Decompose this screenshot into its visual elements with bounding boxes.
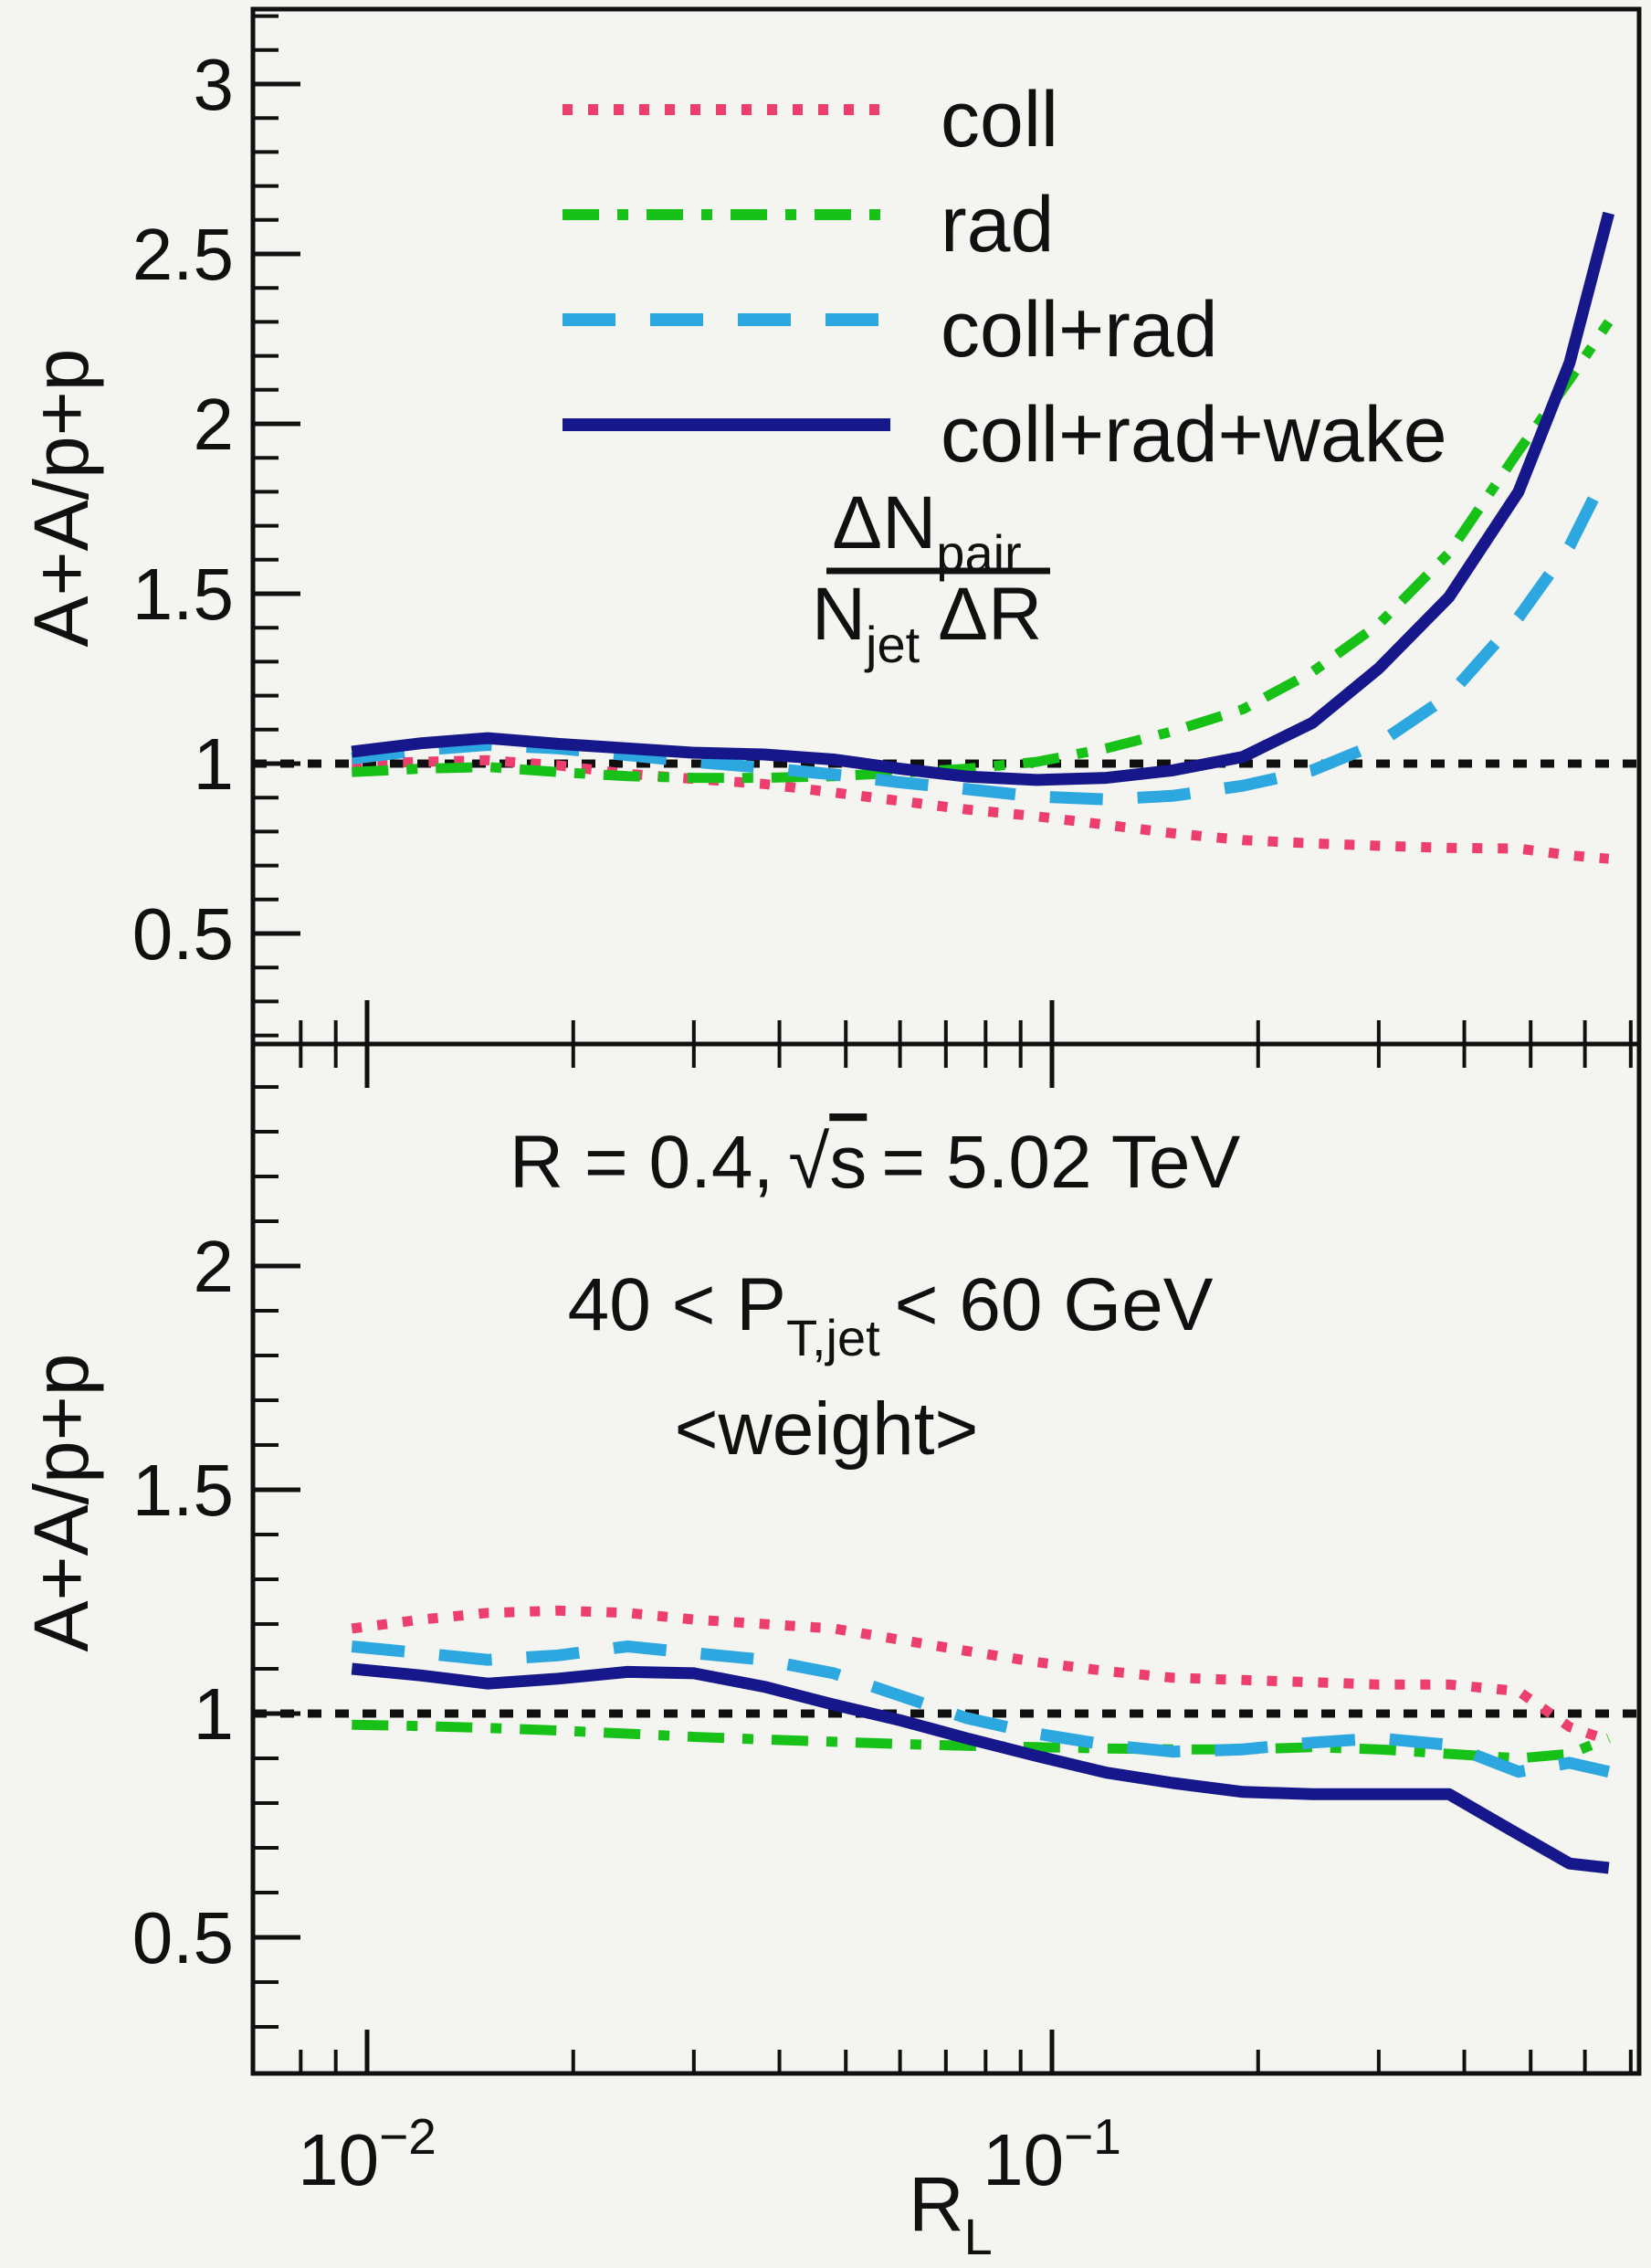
legend-label-rad: rad: [941, 181, 1054, 269]
series-coll-rad-bottom: [351, 1640, 1611, 1778]
pair-formula: ΔNpair Njet ΔR: [812, 481, 1050, 673]
y-tick-label: 1: [194, 1673, 235, 1755]
series-coll-rad-wake-bottom: [351, 1662, 1610, 1874]
legend: coll rad coll+rad coll+rad+wake: [941, 76, 1447, 479]
series-rad-top: [352, 319, 1614, 784]
x-tick-label: 10−1: [983, 2108, 1121, 2200]
pair-formula-denominator: Njet ΔR: [812, 573, 1042, 673]
annotation-energy: R = 0.4, √s = 5.02 TeV: [510, 1121, 1241, 1204]
y-tick-label: 1.5: [132, 1450, 234, 1531]
x-axis-title: RL: [909, 2161, 993, 2265]
y-tick-label: 1.5: [132, 554, 234, 635]
pair-formula-numerator: ΔNpair: [832, 481, 1021, 582]
y-tick-label: 1: [194, 723, 235, 805]
y-tick-label: 3: [194, 44, 235, 125]
generated-axes-layer: 0.5 1 1.5 2 2.5 3 0.5 1 1.5 2 10−2 10−1: [132, 6, 1642, 2200]
legend-label-coll-rad: coll+rad: [941, 286, 1218, 374]
annotation-pt-range: 40 < PT,jet < 60 GeV: [568, 1263, 1214, 1366]
y-tick-label: 2: [194, 1226, 235, 1307]
generated-curves-layer: [351, 104, 1614, 1874]
y-tick-label: 2.5: [132, 214, 234, 295]
y-tick-label: 0.5: [132, 893, 234, 975]
series-coll-rad-wake-top: [351, 211, 1614, 786]
x-tick-label: 10−2: [298, 2108, 436, 2200]
bottom-annotations: R = 0.4, √s = 5.02 TeV 40 < PT,jet < 60 GeV…: [510, 1121, 1241, 1471]
y-tick-label: 0.5: [132, 1897, 234, 1978]
y-tick-label: 2: [194, 384, 235, 465]
annotation-weight: <weight>: [675, 1387, 979, 1471]
legend-label-coll: coll: [941, 76, 1058, 164]
legend-label-coll-rad-wake: coll+rad+wake: [941, 391, 1447, 479]
y-axis-title-top: A+A/p+p: [18, 349, 104, 648]
y-axis-title-bottom: A+A/p+p: [18, 1354, 104, 1652]
